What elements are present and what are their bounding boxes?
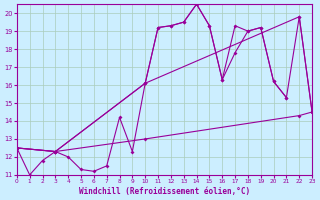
X-axis label: Windchill (Refroidissement éolien,°C): Windchill (Refroidissement éolien,°C): [79, 187, 250, 196]
